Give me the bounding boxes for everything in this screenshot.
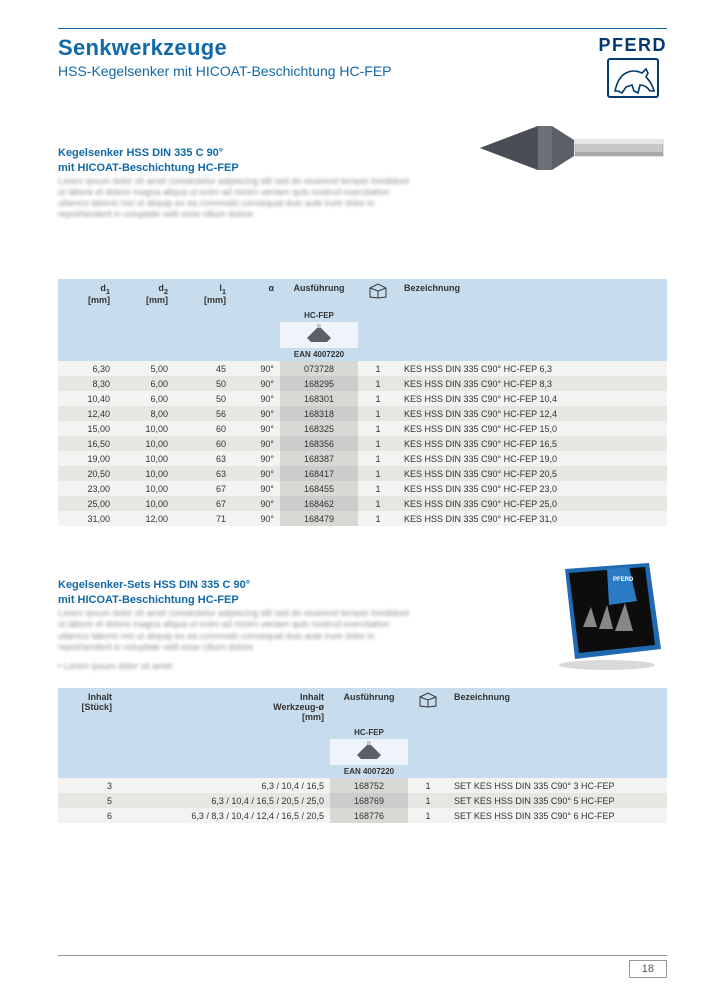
t2-h-werkzeug: InhaltWerkzeug-ø[mm]: [118, 688, 330, 726]
section-2-blurred-text-2: • Lorem ipsum dolor sit amet: [58, 661, 418, 672]
section-2-blurred-text: Lorem ipsum dolor sit amet consectetur a…: [58, 608, 418, 653]
table-1-head: d1[mm] d2[mm] l1[mm] α Ausführung Bezeic…: [58, 279, 667, 362]
s1-h-l2: mit HICOAT-Beschichtung HC-FEP: [58, 162, 239, 174]
section-2-heading: Kegelsenker-Sets HSS DIN 335 C 90° mit H…: [58, 578, 418, 608]
table-row: 36,3 / 10,4 / 16,51687521SET KES HSS DIN…: [58, 778, 667, 793]
table-row: 20,5010,006390°1684171KES HSS DIN 335 C9…: [58, 466, 667, 481]
page-subtitle: HSS-Kegelsenker mit HICOAT-Beschichtung …: [58, 63, 392, 79]
table-row: 15,0010,006090°1683251KES HSS DIN 335 C9…: [58, 421, 667, 436]
table-row: 8,306,005090°1682951KES HSS DIN 335 C90°…: [58, 376, 667, 391]
section-1-heading-block: Kegelsenker HSS DIN 335 C 90° mit HICOAT…: [58, 122, 418, 221]
table-row: 56,3 / 10,4 / 16,5 / 20,5 / 25,01687691S…: [58, 793, 667, 808]
table-1-body: 6,305,004590°0737281KES HSS DIN 335 C90°…: [58, 361, 667, 526]
table-1: d1[mm] d2[mm] l1[mm] α Ausführung Bezeic…: [58, 279, 667, 527]
table-row: 23,0010,006790°1684551KES HSS DIN 335 C9…: [58, 481, 667, 496]
table-row: 12,408,005690°1683181KES HSS DIN 335 C90…: [58, 406, 667, 421]
section-2-row: Kegelsenker-Sets HSS DIN 335 C 90° mit H…: [58, 554, 667, 674]
s1-h-l1: Kegelsenker HSS DIN 335 C 90°: [58, 147, 223, 159]
s2-h-l2: mit HICOAT-Beschichtung HC-FEP: [58, 594, 239, 606]
table-2-body: 36,3 / 10,4 / 16,51687521SET KES HSS DIN…: [58, 778, 667, 823]
logo-horse-icon: [607, 58, 659, 98]
page-header: Senkwerkzeuge HSS-Kegelsenker mit HICOAT…: [58, 35, 667, 98]
footer-rule: [58, 955, 667, 956]
table-row: 25,0010,006790°1684621KES HSS DIN 335 C9…: [58, 496, 667, 511]
t2-h-ausf: Ausführung: [330, 688, 408, 726]
section-1-blurred-text: Lorem ipsum dolor sit amet consectetur a…: [58, 176, 418, 221]
t2-h-bez: Bezeichnung: [448, 688, 667, 726]
table-row: 31,0012,007190°1684791KES HSS DIN 335 C9…: [58, 511, 667, 526]
top-rule: [58, 28, 667, 29]
package-icon: [419, 692, 437, 708]
table-row: 6,305,004590°0737281KES HSS DIN 335 C90°…: [58, 361, 667, 376]
t2-cone-icon: [330, 739, 408, 765]
t1-h-d2: d2[mm]: [116, 279, 174, 310]
table-2-head: Inhalt[Stück] InhaltWerkzeug-ø[mm] Ausfü…: [58, 688, 667, 778]
title-block: Senkwerkzeuge HSS-Kegelsenker mit HICOAT…: [58, 35, 392, 79]
t1-h-bez: Bezeichnung: [398, 279, 667, 310]
s2-h-l1: Kegelsenker-Sets HSS DIN 335 C 90°: [58, 579, 250, 591]
page-title: Senkwerkzeuge: [58, 35, 392, 61]
t1-h-boxicon: [358, 279, 398, 310]
section-1-row: Kegelsenker HSS DIN 335 C 90° mit HICOAT…: [58, 122, 667, 221]
t1-ean-label: EAN 4007220: [280, 348, 358, 361]
svg-text:PFERD: PFERD: [613, 577, 634, 583]
page-footer: 18: [0, 955, 707, 978]
table-row: 16,5010,006090°1683561KES HSS DIN 335 C9…: [58, 436, 667, 451]
countersink-tool-icon: [477, 122, 667, 174]
brand-logo: PFERD: [598, 35, 667, 98]
page: Senkwerkzeuge HSS-Kegelsenker mit HICOAT…: [0, 0, 707, 1000]
t1-h-alpha: α: [232, 279, 280, 310]
section-2-heading-block: Kegelsenker-Sets HSS DIN 335 C 90° mit H…: [58, 554, 418, 672]
section-1-heading: Kegelsenker HSS DIN 335 C 90° mit HICOAT…: [58, 146, 418, 176]
countersink-set-case-icon: PFERD: [537, 554, 667, 674]
table-2: Inhalt[Stück] InhaltWerkzeug-ø[mm] Ausfü…: [58, 688, 667, 823]
t1-h-ausf: Ausführung: [280, 279, 358, 310]
t2-ean-label: EAN 4007220: [330, 765, 408, 778]
table-row: 66,3 / 8,3 / 10,4 / 12,4 / 16,5 / 20,516…: [58, 808, 667, 823]
t2-hcfep-label: HC-FEP: [330, 726, 408, 739]
package-icon: [369, 283, 387, 299]
logo-text: PFERD: [598, 35, 667, 56]
page-number: 18: [629, 960, 667, 978]
t1-h-d1: d1[mm]: [58, 279, 116, 310]
t1-hcfep-label: HC-FEP: [280, 309, 358, 322]
table-row: 19,0010,006390°1683871KES HSS DIN 335 C9…: [58, 451, 667, 466]
t2-h-inhalt: Inhalt[Stück]: [58, 688, 118, 726]
table-row: 10,406,005090°1683011KES HSS DIN 335 C90…: [58, 391, 667, 406]
t1-cone-icon: [280, 322, 358, 348]
t1-h-l1: l1[mm]: [174, 279, 232, 310]
t2-h-boxicon: [408, 688, 448, 726]
